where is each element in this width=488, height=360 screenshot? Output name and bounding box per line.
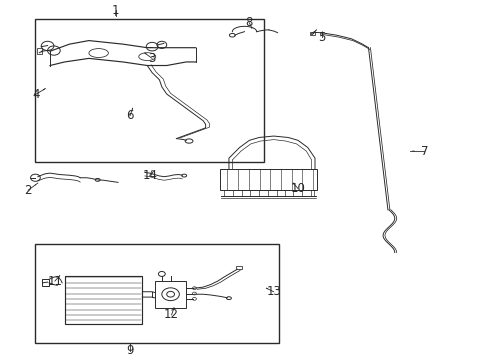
Bar (35, 19, 264, 162)
Text: 6: 6 (126, 109, 134, 122)
Text: 7: 7 (420, 144, 427, 158)
Bar (154, 281, 186, 308)
Text: 9: 9 (126, 344, 134, 357)
Text: 12: 12 (164, 309, 179, 321)
Text: 5: 5 (318, 31, 325, 44)
Bar (236, 266, 242, 269)
Text: 1: 1 (112, 4, 119, 17)
Text: 10: 10 (290, 182, 305, 195)
Text: 8: 8 (245, 16, 252, 29)
Text: 13: 13 (265, 285, 281, 298)
Text: 2: 2 (24, 184, 32, 197)
Bar (309, 32, 314, 35)
Bar (35, 244, 278, 343)
Text: 14: 14 (142, 170, 157, 183)
Text: 4: 4 (33, 87, 40, 100)
Bar (41, 279, 49, 287)
Text: 3: 3 (148, 52, 156, 65)
Bar (64, 276, 142, 324)
Text: 11: 11 (47, 275, 62, 288)
Bar (220, 169, 317, 190)
Bar (37, 48, 41, 54)
